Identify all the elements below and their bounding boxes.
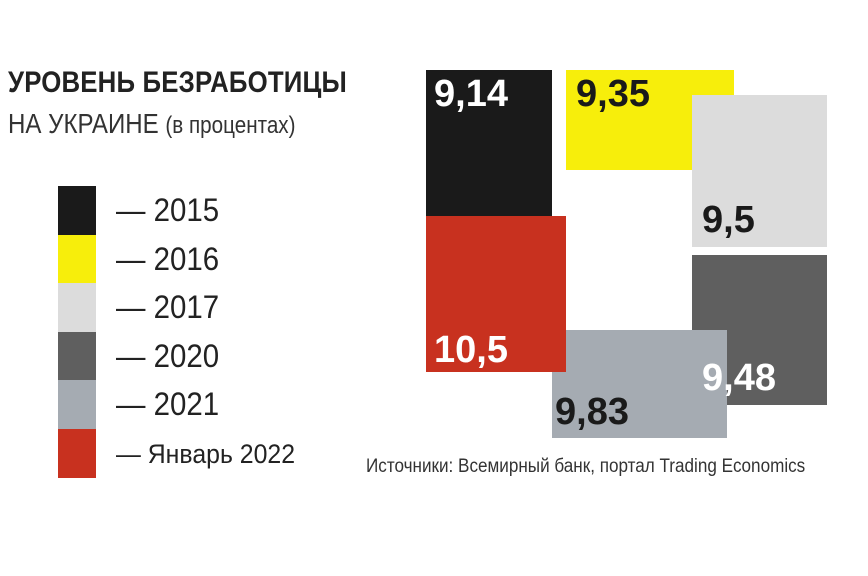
legend-swatch [58,380,96,429]
value-block-2021 [552,330,727,438]
value-label-Январь 2022: 10,5 [434,329,508,371]
legend-label: — 2017 [116,289,220,326]
legend-swatch [58,428,96,478]
value-label-2020: 9,48 [702,357,776,399]
value-label-2015: 9,14 [434,73,508,115]
legend-label: — 2016 [116,240,220,277]
legend-swatch [58,283,96,332]
legend-swatch [58,234,96,284]
subtitle-units: (в процентах) [165,112,296,139]
source-note: Источники: Всемирный банк, портал Tradin… [366,456,806,477]
legend-swatch [58,331,96,381]
subtitle-country: НА УКРАИНЕ [8,108,159,139]
value-block-2015 [426,70,552,216]
value-label-2016: 9,35 [576,73,650,115]
legend-label: — 2020 [116,337,220,374]
legend-label: — 2015 [116,192,220,228]
legend-swatch [58,186,96,235]
chart-subtitle: НА УКРАИНЕ (в процентах) [8,108,296,140]
value-block-2017 [692,95,827,247]
value-label-2017: 9,5 [702,199,755,241]
chart-title: УРОВЕНЬ БЕЗРАБОТИЦЫ [8,66,347,99]
value-block-Январь 2022 [426,216,566,372]
value-label-2021: 9,83 [555,391,629,433]
legend-label: — 2021 [116,386,220,423]
legend-label: — Январь 2022 [116,438,296,469]
